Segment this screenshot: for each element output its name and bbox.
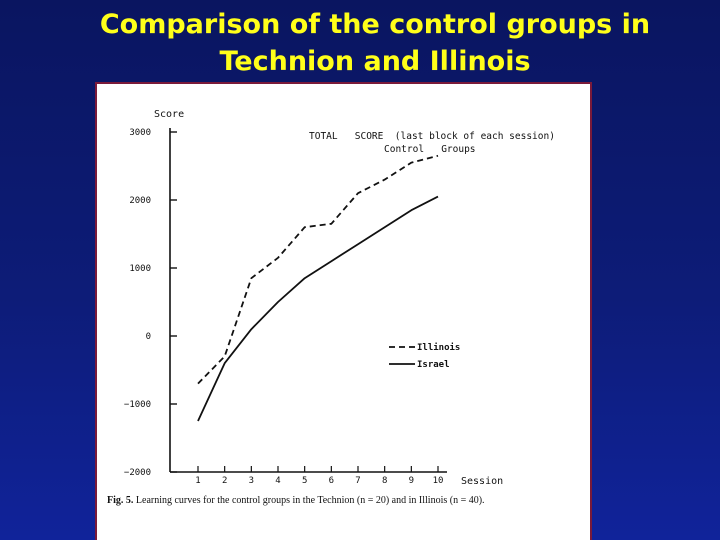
x-tick-label: 6: [329, 476, 334, 486]
y-tick-label: 2000: [129, 196, 151, 206]
chart-axes: [169, 128, 447, 473]
chart-title-line1: TOTAL SCORE (last block of each session): [309, 131, 555, 142]
y-axis-label: Score: [154, 109, 184, 120]
x-tick-label: 5: [302, 476, 307, 486]
chart-legend: Illinois Israel: [389, 342, 460, 370]
slide-title-line1: Comparison of the control groups in: [99, 9, 651, 40]
chart-title-line2: Control Groups: [384, 144, 476, 155]
legend-label-israel: Israel: [417, 360, 450, 370]
figure-panel: −2000 −1000 0 1000 2000 3000 1 2 3 4 5 6 7 8 9 10 Illin…: [95, 82, 592, 540]
chart-ticks: −2000 −1000 0 1000 2000 3000 1 2 3 4 5 6 7 8 9 10: [124, 128, 444, 486]
series-line-israel: [197, 195, 439, 422]
slide-title: Comparison of the control groups in Tech…: [0, 6, 720, 80]
y-tick-label: −2000: [124, 468, 151, 478]
y-tick-label: 1000: [129, 264, 151, 274]
caption-text: Learning curves for the control groups i…: [135, 495, 485, 506]
chart-series: [197, 154, 439, 422]
x-axis-label: Session: [461, 476, 503, 487]
x-tick-label: 1: [195, 476, 200, 486]
x-tick-label: 9: [409, 476, 414, 486]
x-tick-label: 8: [382, 476, 387, 486]
y-tick-label: −1000: [124, 400, 151, 410]
y-tick-label: 3000: [129, 128, 151, 138]
x-tick-label: 10: [433, 476, 444, 486]
learning-curve-chart: −2000 −1000 0 1000 2000 3000 1 2 3 4 5 6 7 8 9 10 Illin…: [124, 109, 555, 487]
y-tick-label: 0: [146, 332, 151, 342]
slide-title-line2: Technion and Illinois: [219, 46, 531, 77]
caption-label: Fig. 5.: [107, 495, 134, 506]
figure-caption: Fig. 5. Learning curves for the control …: [107, 495, 577, 506]
legend-label-illinois: Illinois: [417, 342, 460, 353]
x-tick-label: 7: [355, 476, 360, 486]
x-tick-label: 2: [222, 476, 227, 486]
x-tick-label: 3: [249, 476, 254, 486]
x-tick-label: 4: [275, 476, 280, 486]
